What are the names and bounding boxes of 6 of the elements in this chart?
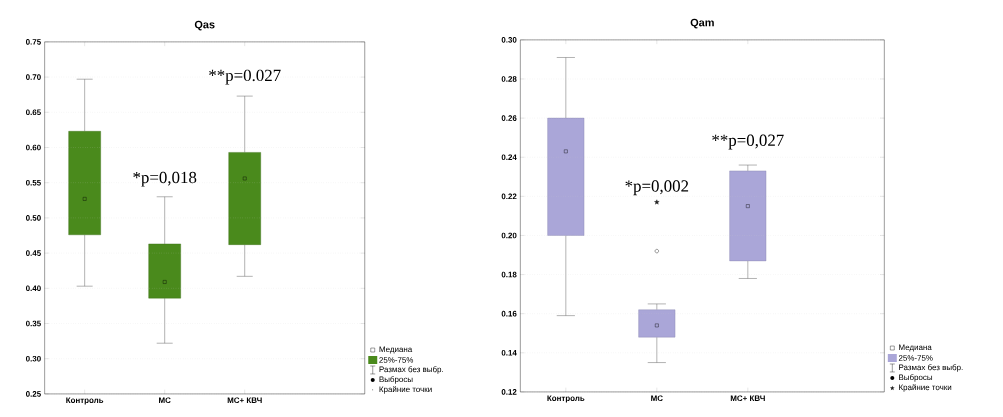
annotation: **p=0,027	[712, 134, 784, 150]
chart-title: Qas	[194, 20, 215, 31]
chart-title: Qam	[690, 18, 714, 29]
annotation: **p=0.027	[209, 69, 281, 85]
annotation: *p=0,002	[625, 180, 689, 196]
annotation: *p=0,018	[133, 171, 197, 187]
